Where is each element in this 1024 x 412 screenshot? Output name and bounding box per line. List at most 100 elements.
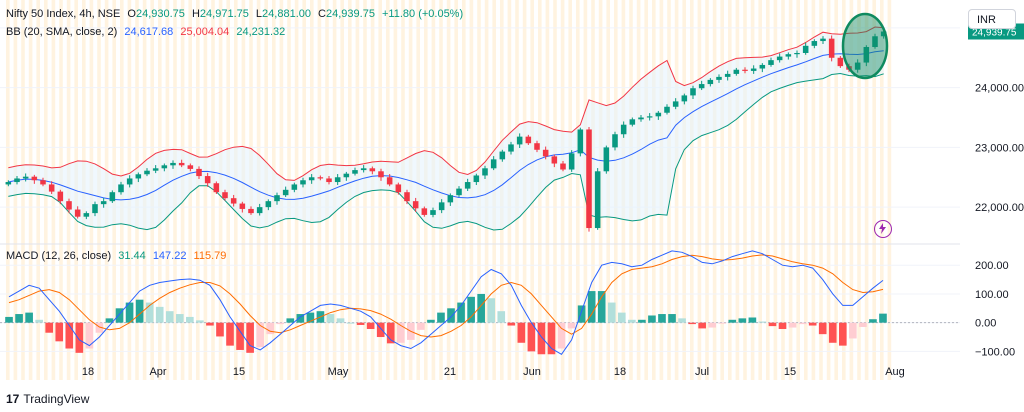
candle-body [135, 174, 142, 179]
macd-histogram-bar [497, 311, 506, 323]
candle-body [430, 210, 436, 215]
macd-histogram-bar [276, 322, 285, 325]
macd-panel[interactable] [5, 250, 887, 355]
macd-histogram-bar [638, 319, 646, 323]
macd-histogram-bar [246, 322, 254, 353]
macd-histogram-bar [417, 322, 425, 330]
candle-body [742, 69, 748, 71]
time-tick-label: Jul [695, 366, 709, 378]
time-tick-label: 18 [82, 366, 94, 378]
candle-body [482, 168, 488, 176]
candle-body [716, 76, 722, 80]
session-band [576, 0, 580, 380]
macd-histogram-bar [396, 322, 405, 343]
ohlc-low-label: L [255, 8, 263, 20]
macd-histogram-bar [838, 322, 847, 346]
session-band [728, 0, 732, 380]
candle-body [239, 203, 246, 209]
candle-body [83, 213, 90, 217]
macd-histogram-bar [296, 314, 305, 323]
macd-histogram-bar [376, 322, 385, 338]
time-axis[interactable]: 18 Apr 15 May 21 Jun 18 Jul 15 Aug [82, 366, 905, 378]
macd-histogram-bar [336, 318, 345, 323]
macd-histogram-bar [527, 322, 536, 352]
candle-body [551, 156, 558, 164]
candle-body [603, 147, 610, 172]
tradingview-logo: 17 TradingView [6, 392, 89, 406]
macd-histogram-bar [648, 315, 656, 323]
candle-body [300, 180, 306, 185]
macd-histogram-bar [115, 308, 124, 323]
macd-histogram-bar [567, 322, 576, 329]
candle-body [577, 129, 584, 154]
candle-body [265, 201, 272, 208]
candle-body [66, 201, 72, 210]
candle-body [794, 52, 800, 55]
macd-histogram-bar [738, 318, 747, 323]
candle-body [438, 202, 445, 211]
session-band [196, 0, 200, 380]
candle-body [690, 88, 696, 96]
highlight-ellipse [841, 12, 889, 80]
candle-body [378, 171, 384, 178]
session-band [826, 0, 831, 380]
price-axis[interactable]: 22,000.0023,000.0024,000.0025,000.00200.… [968, 23, 1024, 358]
macd-histogram-bar [125, 302, 134, 323]
macd-histogram-bar [226, 322, 234, 346]
ohlc-open: 24,930.75 [135, 8, 185, 20]
candlestick-series[interactable] [5, 28, 887, 232]
macd-histogram-bar [628, 319, 636, 323]
currency-button[interactable]: INR [968, 9, 1016, 29]
candle-body [274, 195, 280, 202]
session-band [796, 0, 800, 380]
time-tick-label: 15 [784, 366, 796, 378]
session-band [819, 0, 823, 380]
macd-histogram-bar [768, 322, 777, 327]
time-tick-label: 21 [444, 366, 456, 378]
candle-body [178, 162, 185, 166]
macd-histogram-bar [869, 319, 877, 323]
macd-histogram-bar [517, 322, 526, 343]
macd-histogram-bar [849, 322, 857, 339]
ohlc-close: 24,939.75 [326, 8, 375, 20]
macd-histogram-bar [356, 322, 365, 325]
candle-body [733, 69, 740, 74]
lightning-icon[interactable] [874, 220, 892, 238]
macd-label[interactable]: MACD (12, 26, close) [6, 250, 112, 262]
candle-body [291, 184, 298, 190]
macd-histogram-bar [5, 316, 13, 323]
bb-label[interactable]: BB (20, SMA, close, 2) [6, 26, 118, 38]
session-band [811, 0, 816, 380]
candle-body [664, 106, 670, 113]
macd-histogram-bar [698, 322, 706, 329]
macd-histogram-bar [788, 322, 797, 328]
candle-body [655, 112, 662, 117]
candle-body [404, 192, 410, 202]
macd-histogram-bar [55, 322, 64, 342]
candle-body [620, 124, 627, 135]
symbol-title[interactable]: Nifty 50 Index, 4h, NSE [6, 8, 121, 20]
session-band [804, 0, 808, 380]
candle-body [447, 195, 454, 203]
candle-body [638, 117, 644, 120]
session-band [766, 0, 770, 380]
session-band [545, 0, 550, 380]
candle-body [256, 207, 263, 214]
macd-line [8, 250, 884, 355]
candle-body [248, 208, 254, 214]
session-band [705, 0, 709, 380]
macd-histogram-bar [688, 322, 696, 325]
session-band [872, 0, 876, 380]
macd-histogram-bar [617, 312, 626, 323]
macd-histogram-bar [326, 314, 335, 323]
macd-histogram-bar [597, 291, 606, 323]
candle-body [100, 201, 107, 205]
time-tick-label: Apr [149, 366, 166, 378]
macd-histogram-bar [306, 312, 315, 323]
macd-histogram-bar [427, 319, 435, 323]
macd-histogram-bar [35, 319, 43, 323]
candle-body [326, 178, 332, 183]
session-band [880, 0, 884, 380]
time-tick-label: May [328, 366, 349, 378]
